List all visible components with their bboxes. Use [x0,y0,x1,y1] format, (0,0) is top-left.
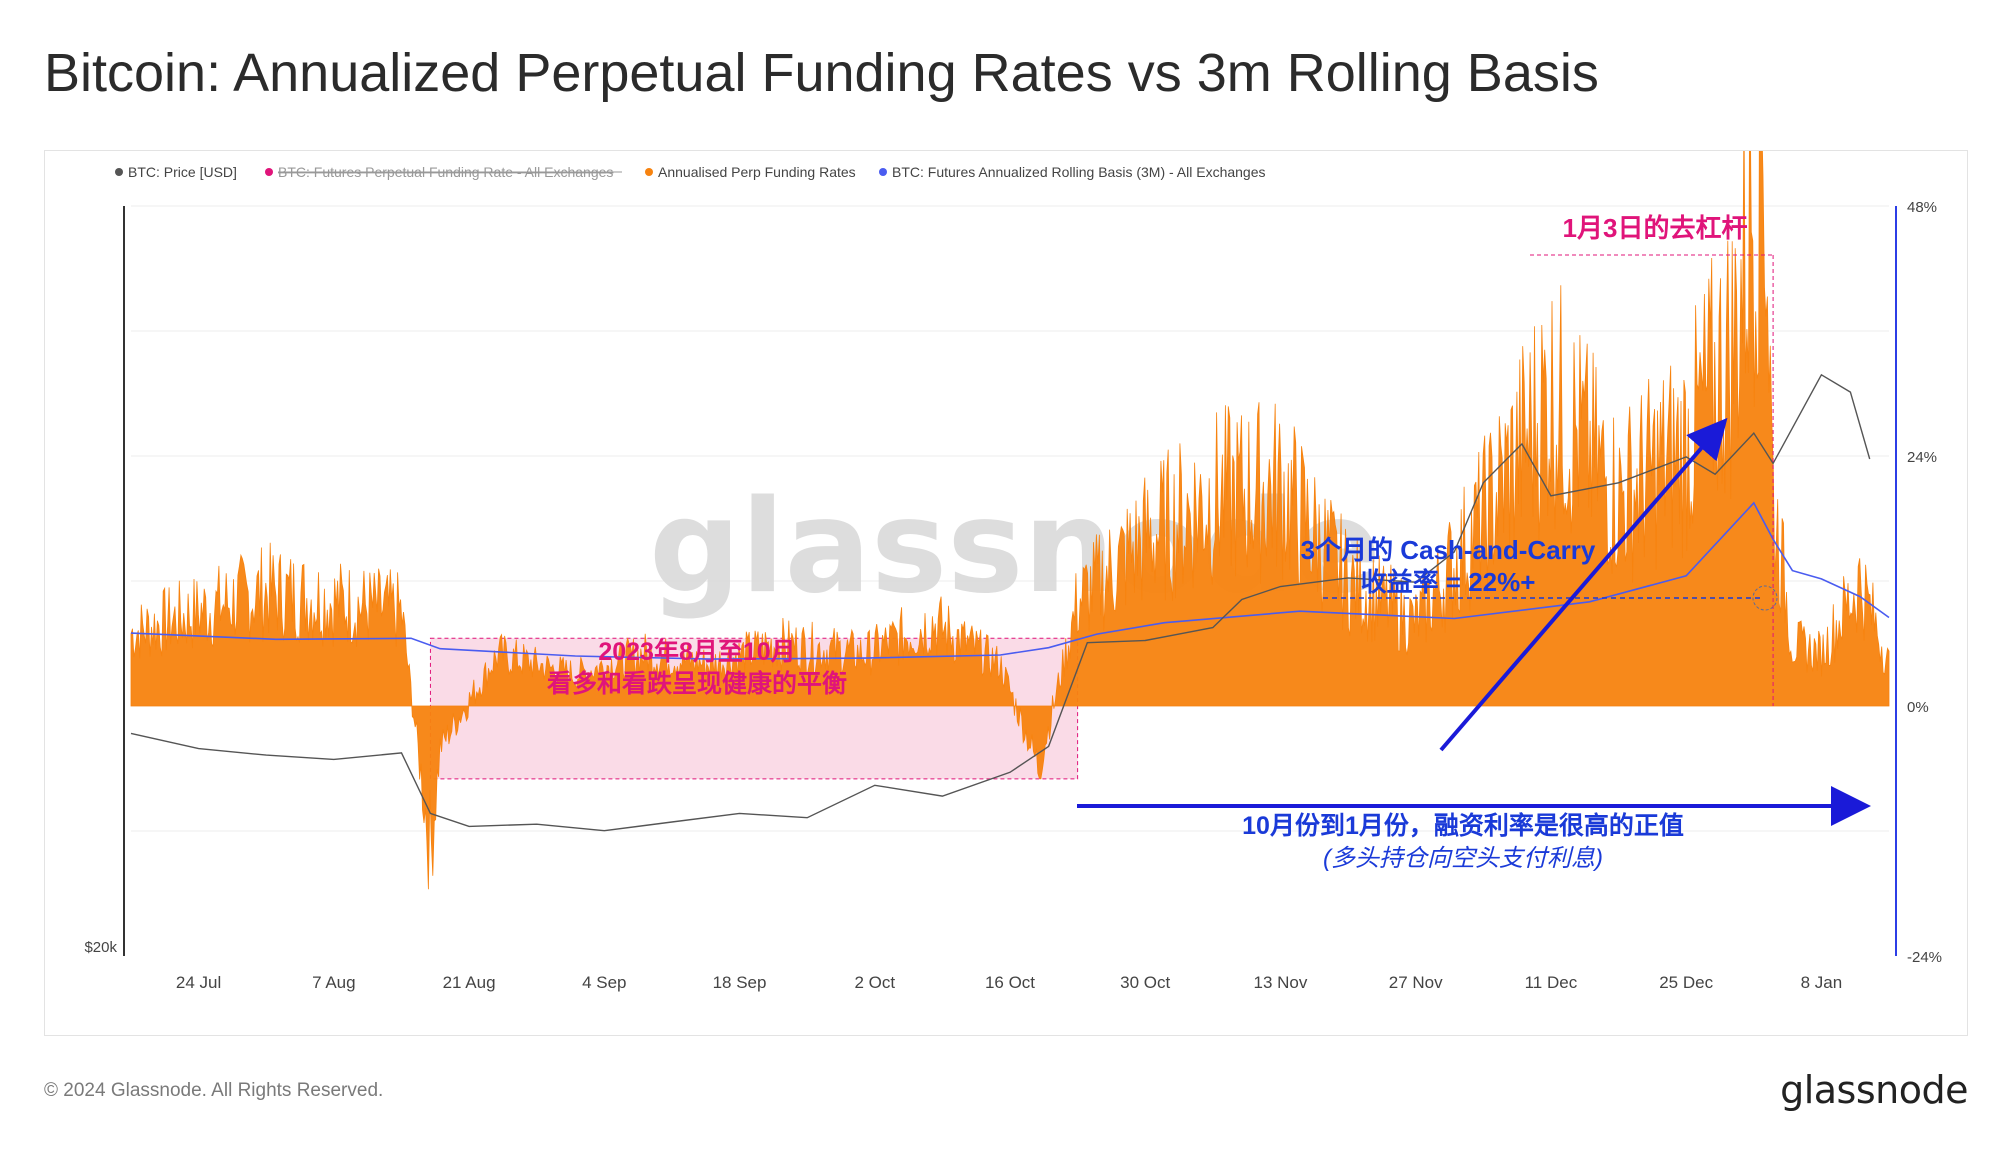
glassnode-logo: glassnode [1780,1068,1968,1112]
legend-marker [879,168,887,176]
x-tick-label: 7 Aug [312,973,356,992]
trend-arrow [1439,417,1728,752]
price-line [130,373,1871,832]
x-tick-label: 21 Aug [443,973,496,992]
footer-copyright: © 2024 Glassnode. All Rights Reserved. [44,1080,384,1101]
annotation-balance-line1: 2023年8月至10月 [598,637,795,666]
x-tick-label: 8 Jan [1801,973,1843,992]
x-tick-label: 24 Jul [176,973,221,992]
annotation-cash-carry-line2: 收益率 = 22%+ [1361,567,1536,597]
legend-marker [115,168,123,176]
y-right-tick-label: -24% [1907,949,1942,966]
page-title: Bitcoin: Annualized Perpetual Funding Ra… [44,43,1599,103]
x-tick-label: 30 Oct [1120,973,1170,992]
legend-label: BTC: Price [USD] [128,164,237,180]
y-left-tick-label: $20k [84,939,117,956]
y-right-tick-label: 48% [1907,199,1937,216]
x-tick-label: 2 Oct [854,973,895,992]
annotation-cash-carry-line1: 3个月的 Cash-and-Carry [1301,535,1596,565]
chart-frame: glassnode 24 Jul 7 Aug 21 Aug 4 Sep 18 Sep 2 O… [44,150,1968,1036]
annotation-deleverage: 1月3日的去杠杆 [1563,213,1748,243]
y-right-tick-label: 24% [1907,449,1937,466]
legend-label: Annualised Perp Funding Rates [658,164,856,180]
basis-line [130,501,1890,660]
x-tick-label: 16 Oct [985,973,1035,992]
x-tick-label: 18 Sep [713,973,767,992]
x-tick-label: 13 Nov [1254,973,1308,992]
funding-rate-area [130,151,1890,890]
legend-label: BTC: Futures Annualized Rolling Basis (3… [892,164,1266,180]
x-tick-label: 4 Sep [582,973,626,992]
y-right-tick-label: 0% [1907,699,1929,716]
annotation-longs-pay-shorts: (多头持仓向空头支付利息) [1323,845,1603,872]
legend-marker [265,168,273,176]
legend-marker [645,168,653,176]
x-tick-label: 25 Dec [1659,973,1713,992]
x-tick-label: 11 Dec [1525,973,1578,992]
annotation-balance-line2: 看多和看跌呈现健康的平衡 [547,669,847,698]
yield-marker-circle [1752,585,1778,611]
annotation-positive-funding: 10月份到1月份，融资利率是很高的正值 [1242,811,1684,840]
x-tick-label: 27 Nov [1389,973,1443,992]
